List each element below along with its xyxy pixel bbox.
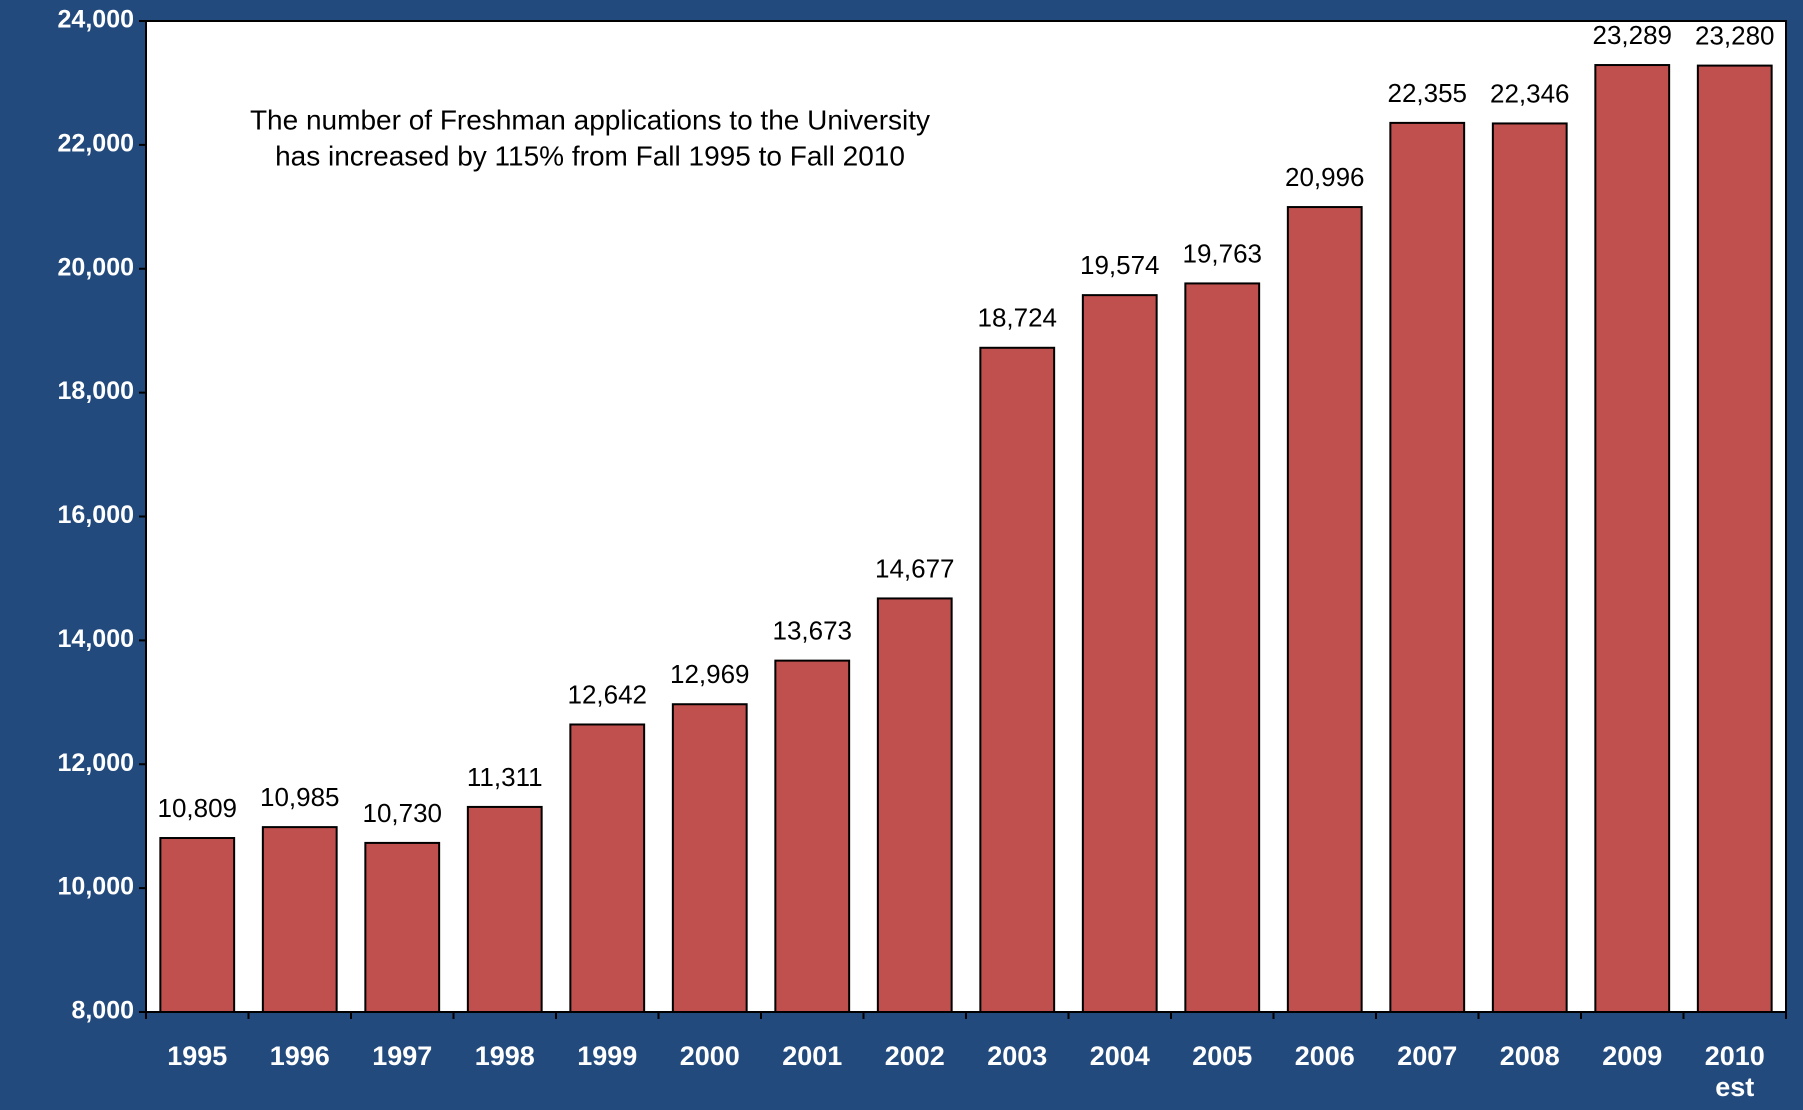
bar (876, 597, 953, 1013)
bar (466, 805, 543, 1013)
y-tick-label: 22,000 (58, 129, 134, 157)
bar (364, 841, 441, 1014)
value-label: 13,673 (772, 616, 852, 646)
bar (261, 826, 338, 1014)
y-tick-label: 18,000 (58, 377, 134, 405)
x-tick-label: 1999 (577, 1041, 637, 1071)
annotation: has increased by 115% from Fall 1995 to … (275, 140, 905, 171)
bar (1491, 122, 1568, 1013)
x-tick-label: 2004 (1090, 1041, 1150, 1071)
value-label: 19,763 (1182, 238, 1262, 268)
x-tick-label: 2010 est (1705, 1041, 1765, 1102)
bar (1594, 64, 1671, 1014)
annotation: The number of Freshman applications to t… (250, 104, 930, 135)
value-label: 23,289 (1592, 20, 1672, 50)
value-label: 11,311 (467, 762, 543, 792)
bar (569, 723, 646, 1014)
value-label: 19,574 (1080, 250, 1160, 280)
value-label: 22,346 (1490, 78, 1570, 108)
bar (671, 703, 748, 1013)
value-label: 23,280 (1695, 20, 1775, 50)
x-tick-label: 2002 (885, 1041, 945, 1071)
y-tick-label: 16,000 (58, 501, 134, 529)
bar (1286, 206, 1363, 1014)
y-tick-label: 10,000 (58, 873, 134, 901)
x-tick-label: 2000 (680, 1041, 740, 1071)
bar (774, 659, 851, 1013)
x-tick-label: 2006 (1295, 1041, 1355, 1071)
value-label: 12,969 (670, 659, 750, 689)
x-tick-label: 2007 (1397, 1041, 1457, 1071)
y-tick-label: 20,000 (58, 253, 134, 281)
y-tick-label: 14,000 (58, 625, 134, 653)
bar (1389, 121, 1466, 1013)
y-tick-label: 8,000 (71, 997, 134, 1025)
bar (1081, 294, 1158, 1013)
bar (979, 346, 1056, 1014)
x-tick-label: 1996 (270, 1041, 330, 1071)
value-label: 10,985 (260, 782, 340, 812)
y-tick-label: 12,000 (58, 749, 134, 777)
value-label: 10,809 (157, 793, 237, 823)
bar (159, 837, 236, 1014)
x-tick-label: 2003 (987, 1041, 1047, 1071)
value-label: 10,730 (362, 798, 442, 828)
x-tick-label: 1998 (475, 1041, 535, 1071)
x-tick-label: 1997 (372, 1041, 432, 1071)
value-label: 14,677 (875, 553, 955, 583)
x-tick-label: 2008 (1500, 1041, 1560, 1071)
value-label: 18,724 (977, 303, 1057, 333)
x-tick-label: 2005 (1192, 1041, 1252, 1071)
x-tick-label: 2001 (782, 1041, 842, 1071)
value-label: 20,996 (1285, 162, 1365, 192)
bar (1696, 64, 1773, 1014)
x-tick-label: 2009 (1602, 1041, 1662, 1071)
value-label: 12,642 (567, 679, 647, 709)
x-tick-label: 1995 (167, 1041, 227, 1071)
value-label: 22,355 (1387, 78, 1467, 108)
bar (1184, 282, 1261, 1013)
y-tick-label: 24,000 (58, 6, 134, 34)
